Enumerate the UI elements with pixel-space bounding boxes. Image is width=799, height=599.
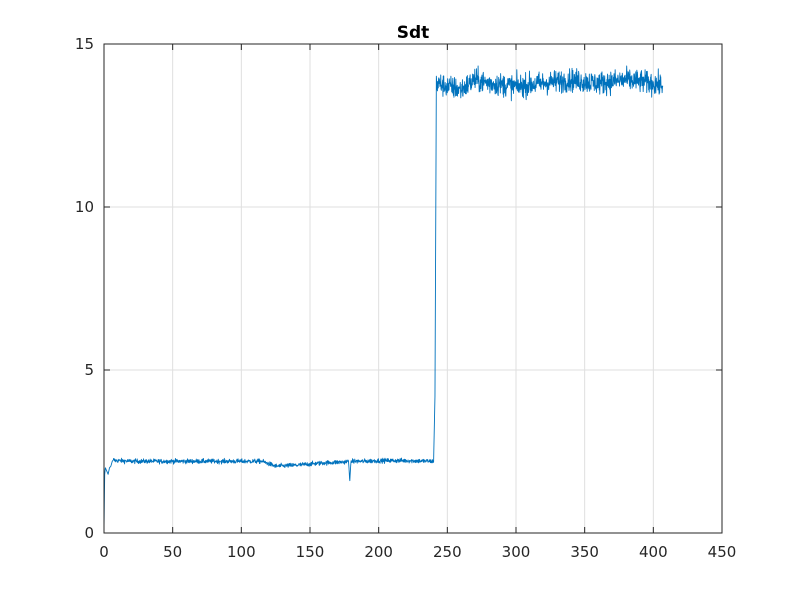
- plot-area: [104, 44, 722, 533]
- axes-box: [103, 43, 723, 534]
- x-tick-label: 100: [227, 543, 256, 561]
- x-tick-label: 0: [99, 543, 109, 561]
- data-layer: [103, 65, 664, 530]
- y-tick-label: 10: [75, 198, 94, 216]
- y-tick-label: 15: [75, 35, 94, 53]
- x-tick-label: 400: [639, 543, 668, 561]
- y-tick-label: 5: [84, 361, 94, 379]
- x-tick-label: 200: [364, 543, 393, 561]
- x-tick-label: 450: [708, 543, 737, 561]
- x-tick-label: 350: [570, 543, 599, 561]
- y-tick-label: 0: [84, 524, 94, 542]
- axis-ticks: [103, 43, 723, 534]
- x-tick-label: 300: [502, 543, 531, 561]
- chart-title: Sdt: [397, 23, 430, 43]
- grid: [104, 44, 722, 533]
- series-line-1: [103, 65, 664, 530]
- x-tick-label: 50: [163, 543, 182, 561]
- tick-labels: 0 50 100 150 200 250 300 350 400 450 0 5 10 15: [75, 35, 736, 561]
- x-tick-label: 150: [296, 543, 325, 561]
- x-tick-label: 250: [433, 543, 462, 561]
